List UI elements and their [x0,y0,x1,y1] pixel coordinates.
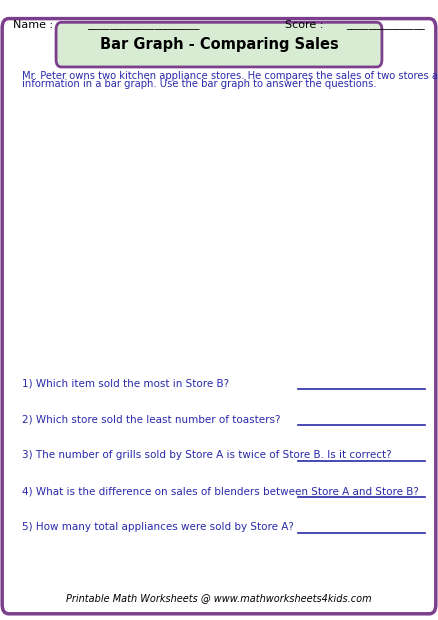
Text: 3) The number of grills sold by Store A is twice of Store B. Is it correct?: 3) The number of grills sold by Store A … [22,450,392,460]
Bar [357,192,381,350]
Bar [81,170,106,350]
Bar [106,260,130,350]
Text: 2) Which store sold the least number of toasters?: 2) Which store sold the least number of … [22,414,280,424]
Title: Comparing Sales: Comparing Sales [177,84,309,99]
Text: ____________________: ____________________ [88,20,200,30]
Bar [174,283,198,350]
Text: 5) How many total appliances were sold by Store A?: 5) How many total appliances were sold b… [22,522,294,532]
Text: 1) Which item sold the most in Store B?: 1) Which item sold the most in Store B? [22,378,229,388]
Text: ______________: ______________ [346,20,425,30]
Text: 4) What is the difference on sales of blenders between Store A and Store B?: 4) What is the difference on sales of bl… [22,486,419,496]
Bar [219,215,243,350]
Text: Score :: Score : [285,20,327,30]
Text: Printable Math Worksheets @ www.mathworksheets4kids.com: Printable Math Worksheets @ www.mathwork… [66,593,372,603]
Bar [312,215,336,350]
Bar [288,170,312,350]
Bar [243,215,267,350]
Bar [150,192,174,350]
Text: information in a bar graph. Use the bar graph to answer the questions.: information in a bar graph. Use the bar … [22,79,377,89]
X-axis label: Kitchen appliances: Kitchen appliances [180,374,306,387]
Legend: Store A, Store B: Store A, Store B [237,409,413,438]
Y-axis label: Number of items sold: Number of items sold [32,163,42,290]
Text: Name :: Name : [13,20,57,30]
Bar [381,148,405,350]
Text: Mr. Peter owns two kitchen appliance stores. He compares the sales of two stores: Mr. Peter owns two kitchen appliance sto… [22,71,438,81]
Text: Bar Graph - Comparing Sales: Bar Graph - Comparing Sales [99,37,339,51]
